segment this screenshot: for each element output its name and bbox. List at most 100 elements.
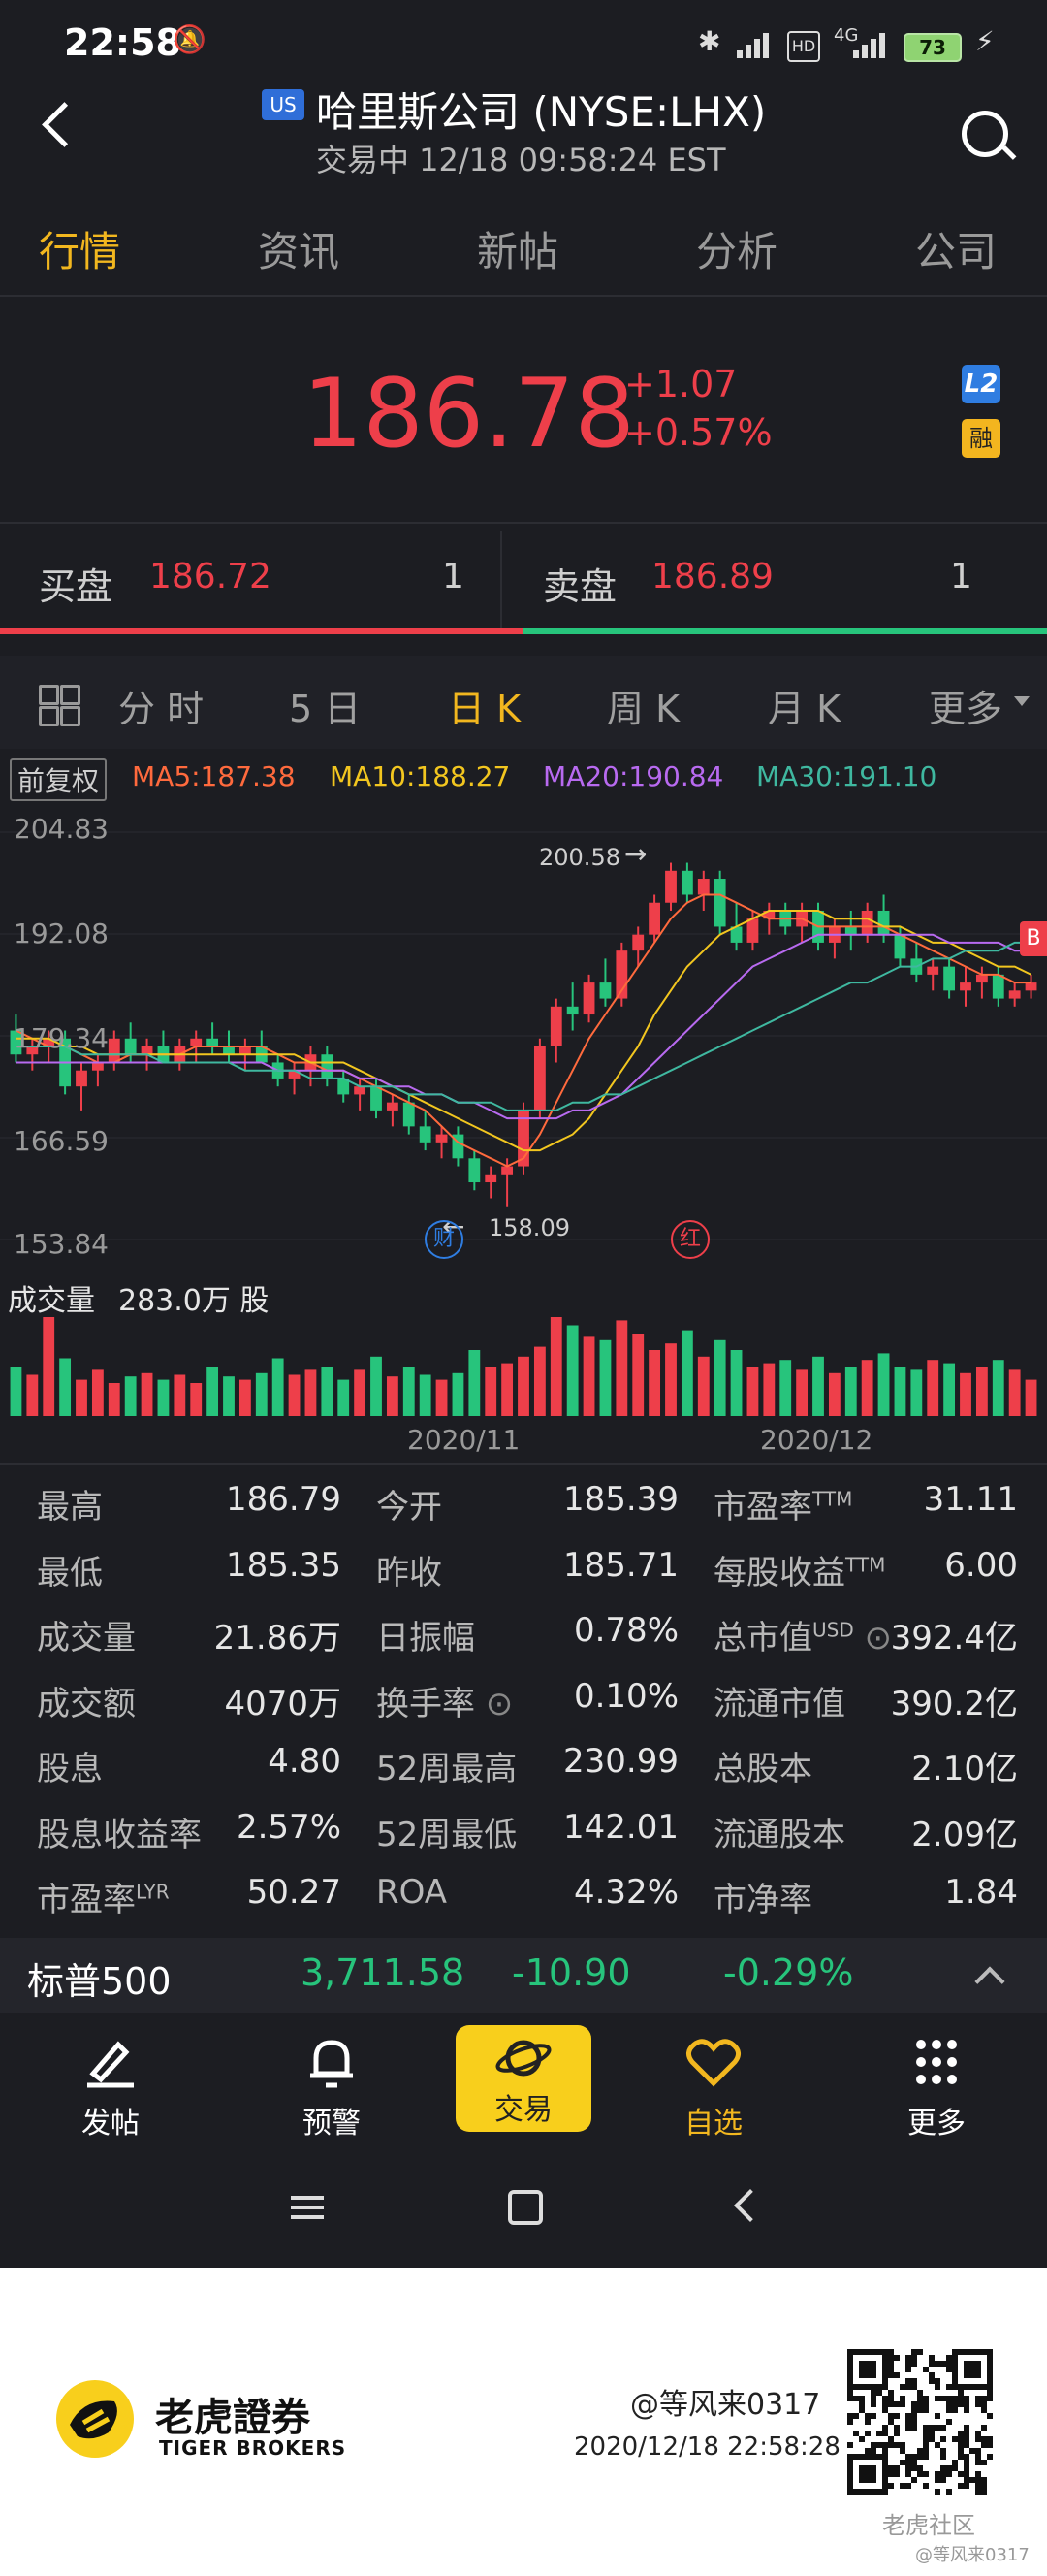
nav-post[interactable]: 发帖 xyxy=(33,2035,188,2141)
tab-news[interactable]: 资讯 xyxy=(258,228,340,275)
volume-bar xyxy=(76,1379,87,1416)
volume-bar xyxy=(223,1376,235,1416)
qr-module xyxy=(905,2460,911,2465)
info-icon[interactable]: ⊙ xyxy=(853,1619,893,1658)
candlestick-chart[interactable] xyxy=(0,805,1047,1455)
qr-module xyxy=(981,2477,987,2483)
stat-value: 2.57% xyxy=(236,1807,341,1847)
volume-bar xyxy=(649,1350,661,1416)
period-bar xyxy=(0,656,1047,749)
qr-module xyxy=(865,2448,871,2454)
chevron-down-icon[interactable] xyxy=(1014,696,1030,706)
period-monthly[interactable]: 月 K xyxy=(768,688,841,730)
qr-module xyxy=(935,2361,940,2367)
layout-grid-icon[interactable] xyxy=(39,685,80,726)
y-tick-label: 204.83 xyxy=(14,813,109,845)
level2-badge[interactable]: L2 xyxy=(962,365,1000,403)
stat-label: 52周最高 xyxy=(376,1750,518,1788)
qr-module xyxy=(882,2448,888,2454)
home-icon[interactable] xyxy=(508,2190,543,2225)
bid-price: 186.72 xyxy=(149,557,271,596)
nav-alert[interactable]: 预警 xyxy=(254,2035,409,2141)
qr-module xyxy=(865,2431,871,2436)
stat-label: 市净率 xyxy=(714,1881,812,1919)
qr-module xyxy=(888,2355,894,2361)
nav-watchlist-label: 自选 xyxy=(684,2107,743,2141)
qr-module xyxy=(987,2454,993,2460)
volume-bar xyxy=(1025,1379,1037,1416)
dividend-badge[interactable]: 红 xyxy=(671,1220,710,1259)
qr-module xyxy=(911,2454,917,2460)
qr-module xyxy=(911,2361,917,2367)
qr-module xyxy=(958,2471,964,2477)
nav-watchlist[interactable]: 自选 xyxy=(636,2035,791,2141)
qr-module xyxy=(935,2477,940,2483)
qr-module xyxy=(964,2454,969,2460)
menu-icon[interactable] xyxy=(291,2194,324,2221)
period-5day[interactable]: 5 日 xyxy=(289,688,362,730)
stat-label-suffix: USD xyxy=(812,1618,854,1642)
qr-module xyxy=(958,2483,964,2489)
earnings-badge[interactable]: 财 xyxy=(425,1220,463,1259)
candle-body xyxy=(1025,982,1037,991)
qr-module xyxy=(911,2407,917,2413)
tab-quote[interactable]: 行情 xyxy=(39,228,121,275)
qr-module xyxy=(923,2442,929,2448)
qr-module xyxy=(964,2396,969,2401)
qr-module xyxy=(975,2454,981,2460)
margin-badge[interactable]: 融 xyxy=(962,419,1000,458)
qr-module xyxy=(911,2477,917,2483)
qr-module xyxy=(888,2436,894,2442)
period-daily[interactable]: 日 K xyxy=(448,688,521,730)
qr-module xyxy=(940,2471,946,2477)
volume-bar xyxy=(271,1358,284,1416)
period-weekly[interactable]: 周 K xyxy=(607,688,680,730)
search-icon[interactable] xyxy=(962,111,1008,157)
nav-more[interactable]: 更多 xyxy=(859,2035,1014,2141)
candle-body xyxy=(370,1086,382,1111)
volume-bar xyxy=(174,1374,186,1416)
tab-posts[interactable]: 新帖 xyxy=(477,228,559,275)
qr-module xyxy=(888,2401,894,2407)
tab-company[interactable]: 公司 xyxy=(915,228,998,275)
candle-body xyxy=(943,966,956,991)
info-icon[interactable]: ⊙ xyxy=(475,1684,514,1723)
stat-label: 昨收 xyxy=(376,1553,442,1593)
period-intraday[interactable]: 分 时 xyxy=(118,688,205,730)
qr-module xyxy=(911,2425,917,2431)
qr-module xyxy=(923,2436,929,2442)
stat-value: 390.2亿 xyxy=(890,1684,1018,1723)
adjust-selector[interactable]: 前复权 xyxy=(10,758,108,801)
volume-bar xyxy=(518,1356,529,1416)
qr-module xyxy=(917,2465,923,2471)
qr-module xyxy=(940,2477,946,2483)
stat-label-suffix: TTM xyxy=(845,1553,886,1577)
index-value: 3,711.58 xyxy=(301,1951,465,1994)
stat-label: 最低 xyxy=(37,1553,103,1593)
back-icon[interactable] xyxy=(42,102,87,147)
qr-module xyxy=(929,2425,935,2431)
qr-module xyxy=(905,2361,911,2367)
tab-analysis[interactable]: 分析 xyxy=(696,228,778,275)
index-ticker[interactable] xyxy=(0,1938,1047,2013)
qr-module xyxy=(923,2425,929,2431)
qr-module xyxy=(923,2471,929,2477)
qr-module xyxy=(847,2396,853,2401)
stat-label: 换手率 ⊙ xyxy=(376,1684,514,1723)
nav-trade-label: 交易 xyxy=(494,2093,553,2127)
period-more[interactable]: 更多 xyxy=(929,688,1003,730)
candle-body xyxy=(386,1102,398,1111)
qr-module xyxy=(946,2489,952,2495)
qr-module xyxy=(940,2448,946,2454)
nav-trade[interactable]: 交易 xyxy=(456,2025,591,2132)
candle-body xyxy=(763,910,776,919)
volume-bar xyxy=(763,1363,776,1416)
qr-module xyxy=(859,2465,876,2483)
qr-module xyxy=(964,2460,969,2465)
qr-module xyxy=(882,2442,888,2448)
qr-module xyxy=(859,2436,865,2442)
volume-bar xyxy=(943,1363,956,1416)
stat-value: 4.32% xyxy=(573,1873,679,1912)
volume-bar xyxy=(354,1369,366,1416)
candle-body xyxy=(844,926,857,935)
